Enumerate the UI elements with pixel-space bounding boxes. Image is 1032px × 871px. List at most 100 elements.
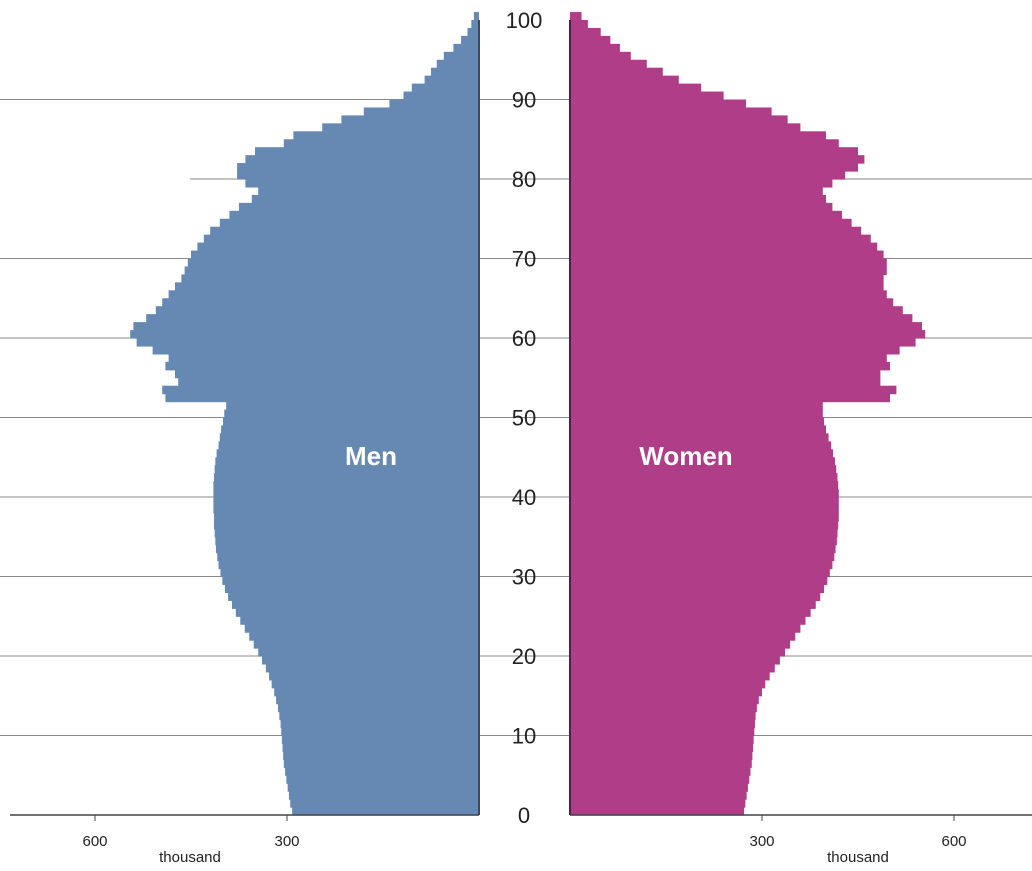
men-bar-age-93: [431, 67, 479, 77]
women-bar-age-67: [570, 274, 884, 283]
men-bar-age-18: [265, 663, 479, 673]
men-bar-age-35: [214, 528, 479, 538]
men-bar-age-90: [403, 91, 479, 101]
women-bar-age-33: [570, 544, 836, 554]
women-bar-age-36: [570, 520, 839, 530]
women-bar-age-45: [570, 449, 834, 458]
women-bar-age-12: [570, 711, 756, 721]
women-bar-age-88: [570, 107, 772, 116]
men-bar-age-15: [274, 687, 479, 697]
men-bar-age-45: [216, 449, 479, 458]
women-bar-age-43: [570, 465, 837, 474]
age-axis-ticks: 0 10 20 30 40 50 60 70 80 90 100: [506, 8, 543, 828]
women-bar-age-37: [570, 512, 839, 522]
men-bar-age-73: [210, 226, 479, 236]
women-bar-age-61: [570, 322, 922, 331]
women-bar-age-2: [570, 791, 747, 800]
men-tick-300: 300: [274, 833, 299, 850]
age-tick-10: 10: [512, 724, 536, 749]
men-bar-age-88: [363, 107, 479, 116]
women-bar-age-19: [570, 656, 780, 665]
men-bar-age-13: [278, 703, 479, 713]
women-bar-age-46: [570, 441, 832, 450]
men-axis-unit: thousand: [159, 849, 221, 866]
women-bar-age-66: [570, 282, 884, 291]
women-bar-age-32: [570, 552, 835, 562]
women-bar-age-98: [570, 27, 601, 37]
men-bar-age-30: [220, 568, 479, 578]
men-bar-age-31: [218, 560, 479, 570]
men-bar-age-57: [168, 353, 479, 363]
women-tick-600: 600: [941, 833, 966, 850]
age-tick-90: 90: [512, 88, 536, 113]
men-bar-age-97: [461, 35, 479, 45]
age-tick-70: 70: [512, 247, 536, 272]
women-axis-unit: thousand: [827, 849, 889, 866]
men-bar-age-5: [285, 767, 479, 776]
men-bar-age-9: [281, 735, 479, 745]
men-bar-age-38: [213, 504, 479, 514]
women-bar-age-39: [570, 497, 839, 506]
men-bar-age-92: [424, 75, 479, 85]
men-bar-age-34: [215, 536, 479, 546]
men-bar-age-1: [290, 799, 479, 808]
men-bar-age-61: [133, 322, 479, 331]
women-bar-age-90: [570, 91, 724, 101]
men-bar-age-55: [175, 369, 479, 379]
men-bar-age-21: [253, 640, 479, 649]
men-bar-age-20: [258, 648, 479, 657]
women-bar-age-54: [570, 377, 881, 387]
men-bar-age-96: [453, 43, 479, 53]
age-tick-20: 20: [512, 644, 536, 669]
men-bar-age-74: [219, 218, 480, 228]
age-tick-0: 0: [518, 803, 530, 828]
men-bar-age-11: [280, 719, 479, 729]
women-tick-300: 300: [749, 833, 774, 850]
women-bar-age-93: [570, 67, 663, 77]
men-bar-age-2: [288, 791, 479, 800]
women-bar-age-24: [570, 616, 806, 625]
women-bar-age-35: [570, 528, 838, 538]
men-bar-age-75: [229, 210, 479, 220]
women-bar-age-18: [570, 663, 775, 673]
men-bar-age-72: [203, 234, 480, 244]
men-bar-age-63: [155, 306, 480, 315]
men-bar-age-51: [226, 401, 479, 411]
women-bar-age-0: [570, 807, 745, 816]
women-bar-age-56: [570, 361, 890, 371]
women-bar-age-1: [570, 799, 746, 808]
women-bar-age-20: [570, 648, 786, 657]
men-bar-age-59: [136, 338, 479, 347]
men-bar-age-77: [251, 194, 479, 204]
men-bar-age-28: [224, 584, 479, 593]
men-bar-age-19: [262, 656, 479, 665]
men-bar-age-17: [269, 671, 479, 681]
women-bar-age-72: [570, 234, 871, 244]
women-bar-age-30: [570, 568, 830, 578]
men-series: [130, 12, 480, 816]
women-bar-age-14: [570, 695, 759, 705]
women-bar-age-51: [570, 401, 823, 411]
men-bar-age-85: [293, 131, 479, 140]
men-bar-age-79: [245, 179, 479, 188]
women-bar-age-38: [570, 504, 839, 514]
women-bar-age-99: [570, 20, 588, 29]
men-bar-age-39: [213, 497, 479, 506]
men-bar-age-44: [215, 457, 479, 466]
women-bar-age-9: [570, 735, 754, 745]
women-bar-age-83: [570, 147, 858, 156]
women-bar-age-7: [570, 751, 753, 760]
women-bar-age-84: [570, 139, 839, 148]
women-bar-age-87: [570, 115, 788, 124]
women-bar-age-15: [570, 687, 762, 697]
men-bar-age-33: [215, 544, 479, 554]
women-bar-age-29: [570, 576, 828, 586]
men-bar-age-53: [162, 385, 479, 395]
women-bar-age-82: [570, 155, 865, 164]
population-axis-ticks: 600 300 300 600 thousand thousand: [82, 815, 967, 866]
women-bar-age-85: [570, 131, 826, 140]
women-bar-age-48: [570, 425, 826, 434]
women-bar-age-69: [570, 258, 887, 268]
age-tick-30: 30: [512, 565, 536, 590]
